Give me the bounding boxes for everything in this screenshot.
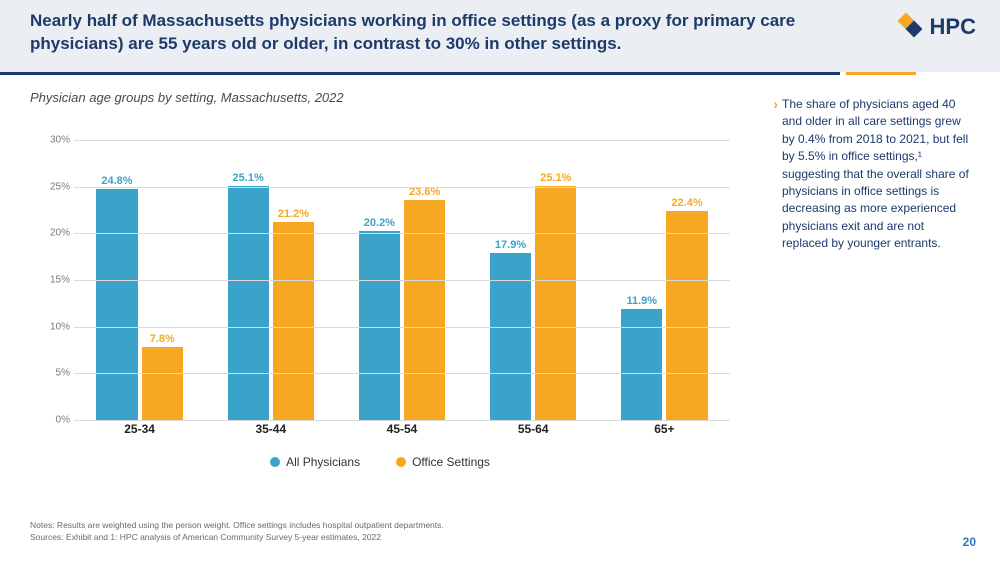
gridline: [74, 140, 730, 141]
gridline: [74, 280, 730, 281]
bar-value-label: 25.1%: [233, 172, 264, 184]
slide-title: Nearly half of Massachusetts physicians …: [30, 10, 830, 56]
sidebar-bullet-text: The share of physicians aged 40 and olde…: [782, 96, 972, 253]
notes: Notes: Results are weighted using the pe…: [30, 520, 444, 543]
bar: 21.2%: [273, 222, 314, 420]
bar: 25.1%: [228, 186, 269, 420]
legend-item: All Physicians: [270, 455, 360, 469]
bullet-icon: ›: [773, 96, 778, 112]
bar-value-label: 20.2%: [364, 217, 395, 229]
x-category-label: 65+: [654, 422, 674, 436]
rule-blue: [0, 72, 840, 75]
rule-orange: [846, 72, 916, 75]
chart-subtitle: Physician age groups by setting, Massach…: [30, 90, 344, 105]
gridline: [74, 187, 730, 188]
bar: 22.4%: [666, 211, 707, 420]
y-tick-label: 30%: [30, 135, 70, 146]
legend-swatch: [396, 457, 406, 467]
x-category-label: 35-44: [255, 422, 286, 436]
y-tick-label: 15%: [30, 275, 70, 286]
logo-icon: [900, 15, 924, 39]
header-rule: [0, 72, 1000, 75]
logo-text: HPC: [930, 14, 976, 40]
legend: All Physicians Office Settings: [30, 455, 730, 469]
hpc-logo: HPC: [900, 14, 976, 40]
bar-value-label: 7.8%: [150, 333, 175, 345]
legend-label: All Physicians: [286, 455, 360, 469]
bar: 24.8%: [96, 189, 137, 420]
bar-value-label: 25.1%: [540, 172, 571, 184]
bar: 17.9%: [490, 253, 531, 420]
gridline: [74, 233, 730, 234]
bar: 7.8%: [142, 347, 183, 420]
notes-line: Sources: Exhibit and 1: HPC analysis of …: [30, 532, 444, 543]
bar-value-label: 17.9%: [495, 239, 526, 251]
legend-label: Office Settings: [412, 455, 490, 469]
chart-area: 24.8%7.8%25.1%21.2%20.2%23.6%17.9%25.1%1…: [30, 120, 730, 460]
gridline: [74, 420, 730, 421]
x-category-label: 45-54: [387, 422, 418, 436]
bar-value-label: 11.9%: [626, 295, 657, 307]
y-tick-label: 0%: [30, 415, 70, 426]
y-tick-label: 10%: [30, 321, 70, 332]
x-category-label: 25-34: [124, 422, 155, 436]
notes-line: Notes: Results are weighted using the pe…: [30, 520, 444, 531]
gridline: [74, 327, 730, 328]
legend-item: Office Settings: [396, 455, 490, 469]
x-category-label: 55-64: [518, 422, 549, 436]
bar: 25.1%: [535, 186, 576, 420]
page-number: 20: [963, 535, 976, 549]
bar: 11.9%: [621, 309, 662, 420]
y-tick-label: 5%: [30, 368, 70, 379]
gridline: [74, 373, 730, 374]
plot-region: 24.8%7.8%25.1%21.2%20.2%23.6%17.9%25.1%1…: [74, 140, 730, 420]
legend-swatch: [270, 457, 280, 467]
slide: Nearly half of Massachusetts physicians …: [0, 0, 1000, 563]
bar-value-label: 21.2%: [278, 208, 309, 220]
y-tick-label: 20%: [30, 228, 70, 239]
bar-value-label: 24.8%: [101, 175, 132, 187]
bar-value-label: 22.4%: [671, 197, 702, 209]
y-tick-label: 25%: [30, 181, 70, 192]
